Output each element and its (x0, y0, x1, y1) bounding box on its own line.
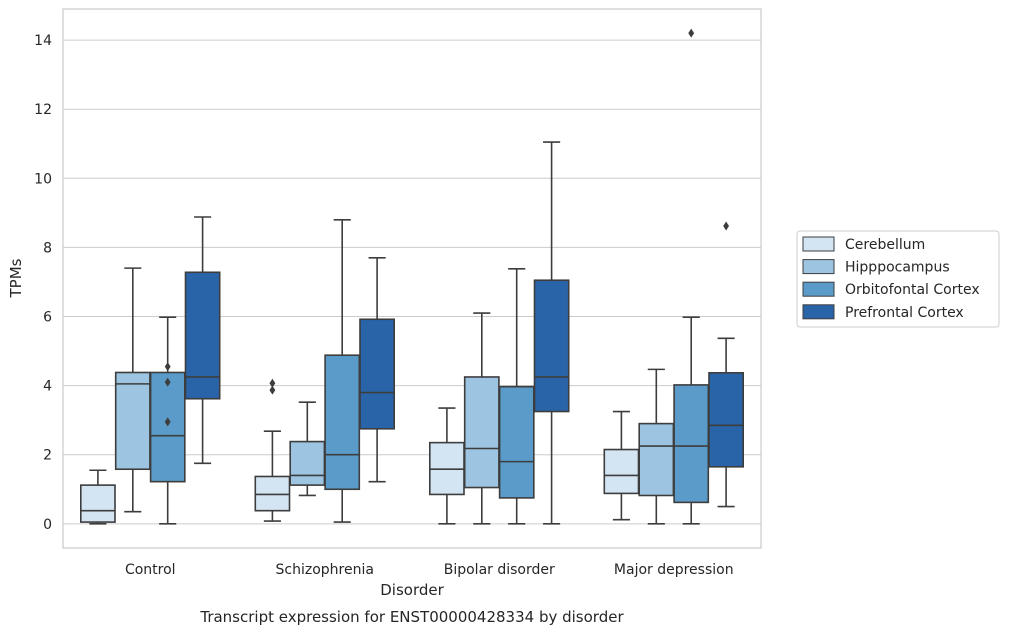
box-cerebellum-2 (428, 407, 465, 525)
outlier-point (269, 385, 276, 395)
box-iqr (254, 475, 291, 512)
box-prefrontal-cortex-3 (708, 221, 745, 508)
outlier-point (688, 28, 695, 38)
y-tick-label-6: 6 (43, 310, 52, 326)
chart-title: Transcript expression for ENST0000042833… (199, 608, 624, 626)
outlier-point (164, 362, 171, 372)
legend-frame (796, 230, 1000, 328)
legend-swatch-1 (802, 259, 835, 275)
box-cerebellum-0 (79, 469, 116, 525)
x-tick-label-0: Control (125, 562, 176, 578)
outlier-point (723, 221, 730, 231)
y-tick-label-8: 8 (43, 240, 52, 256)
box-cerebellum-1 (254, 378, 291, 522)
x-tick-label-3: Major depression (614, 562, 734, 578)
box-iqr (289, 440, 326, 486)
box-hipppocampus-2 (463, 312, 500, 525)
y-tick-label-2: 2 (43, 448, 52, 464)
y-tick-label-12: 12 (34, 102, 52, 118)
box-hipppocampus-0 (114, 267, 151, 513)
outlier-point (164, 417, 171, 427)
y-tick-label-4: 4 (43, 379, 52, 395)
box-iqr (638, 422, 675, 497)
y-tick-labels: 0 2 4 6 8 10 12 14 (34, 33, 52, 533)
box-groups (79, 28, 745, 525)
box-iqr (359, 318, 396, 430)
y-tick-label-10: 10 (34, 171, 52, 187)
box-orbitofontal-cortex-0 (149, 316, 186, 525)
box-iqr (498, 385, 535, 499)
legend: Cerebellum Hipppocampus Orbitofontal Corte… (796, 230, 1000, 328)
y-tick-label-0: 0 (43, 517, 52, 533)
box-iqr (79, 484, 116, 523)
box-iqr (114, 371, 151, 471)
x-axis-label: Disorder (380, 581, 444, 599)
box-cerebellum-3 (603, 410, 640, 521)
legend-label-3: Prefrontal Cortex (845, 305, 964, 321)
outlier-point (164, 377, 171, 387)
box-prefrontal-cortex-0 (184, 216, 221, 465)
x-tick-labels: Control Schizophrenia Bipolar disorder Majo… (125, 562, 734, 578)
box-iqr (463, 376, 500, 489)
plot-frame (62, 8, 762, 549)
legend-label-1: Hipppocampus (845, 260, 950, 276)
legend-swatch-2 (802, 281, 835, 297)
box-iqr (673, 384, 710, 504)
box-iqr (708, 372, 745, 468)
x-tick-label-1: Schizophrenia (276, 562, 374, 578)
legend-swatch-0 (802, 236, 835, 252)
box-iqr (533, 279, 570, 413)
legend-label-2: Orbitofontal Cortex (845, 282, 980, 298)
box-iqr (149, 371, 186, 483)
box-orbitofontal-cortex-2 (498, 268, 535, 525)
box-iqr (184, 271, 221, 400)
legend-label-0: Cerebellum (845, 237, 925, 253)
box-hipppocampus-3 (638, 368, 675, 525)
box-orbitofontal-cortex-3 (673, 28, 710, 525)
box-iqr (603, 448, 640, 495)
outlier-point (269, 378, 276, 388)
y-axis-label: TPMs (7, 258, 25, 298)
y-tick-label-14: 14 (34, 33, 52, 49)
box-iqr (324, 354, 361, 491)
box-prefrontal-cortex-1 (359, 256, 396, 483)
box-prefrontal-cortex-2 (533, 141, 570, 525)
x-tick-label-2: Bipolar disorder (444, 562, 555, 578)
box-orbitofontal-cortex-1 (324, 218, 361, 523)
legend-swatch-3 (802, 304, 835, 320)
box-hipppocampus-1 (289, 401, 326, 497)
